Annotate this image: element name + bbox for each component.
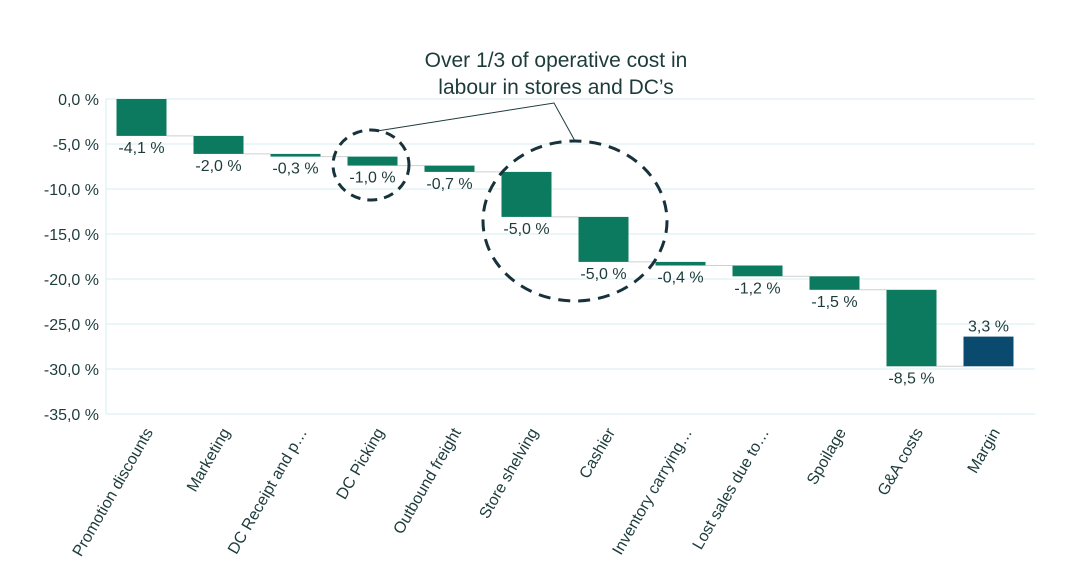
data-label: -5,0 % — [503, 221, 549, 238]
bar — [809, 276, 860, 290]
y-axis-tick-labels: 0,0 % -5,0 % -10,0 % -15,0 % -20,0 % -25,0 % -… — [44, 92, 99, 424]
bar — [886, 289, 937, 367]
bar — [578, 216, 629, 262]
bar — [501, 171, 552, 217]
x-tick-label: Store shelving — [477, 426, 542, 522]
connector-lines — [166, 135, 964, 367]
x-tick-label: Promotion discounts — [70, 426, 157, 560]
y-tick-label: -15,0 % — [44, 227, 99, 244]
bar — [655, 261, 706, 266]
data-label: -5,0 % — [580, 266, 626, 283]
bar — [347, 156, 398, 166]
data-label: -4,1 % — [118, 140, 164, 157]
x-tick-label: Spoilage — [804, 425, 850, 488]
data-label: -0,7 % — [426, 176, 472, 193]
data-label: -0,4 % — [657, 270, 703, 287]
y-tick-label: 0,0 % — [58, 92, 99, 109]
data-label: -2,0 % — [195, 158, 241, 175]
y-tick-label: -30,0 % — [44, 362, 99, 379]
data-label: -1,5 % — [811, 294, 857, 311]
data-label: -1,0 % — [349, 170, 395, 187]
x-tick-label: Lost sales due to… — [690, 426, 773, 553]
highlight-circle-dc-picking — [331, 128, 411, 202]
y-tick-label: -25,0 % — [44, 317, 99, 334]
data-label: 3,3 % — [968, 319, 1009, 336]
bar — [963, 336, 1014, 367]
x-tick-label: Outbound freight — [391, 425, 466, 537]
x-tick-label: Marketing — [184, 426, 234, 495]
gridlines — [106, 98, 1035, 415]
y-tick-label: -20,0 % — [44, 272, 99, 289]
x-tick-label: DC Receipt and p… — [225, 426, 311, 558]
data-label: -0,3 % — [272, 161, 318, 178]
x-tick-label: Inventory carrying… — [610, 426, 696, 558]
annotation: Over 1/3 of operative cost in labour in … — [331, 49, 688, 303]
y-tick-label: -35,0 % — [44, 407, 99, 424]
x-tick-label: G&A costs — [875, 426, 927, 499]
x-tick-label: Cashier — [577, 425, 620, 482]
x-tick-label: DC Picking — [334, 426, 388, 503]
bar — [270, 153, 321, 157]
bar — [732, 265, 783, 277]
data-label: -1,2 % — [734, 280, 780, 297]
data-label: -8,5 % — [888, 370, 934, 387]
annotation-line-1: Over 1/3 of operative cost in — [425, 49, 688, 72]
bars — [116, 99, 1014, 367]
x-tick-label: Margin — [965, 426, 1004, 477]
y-tick-label: -5,0 % — [53, 137, 99, 154]
annotation-line-2: labour in stores and DC’s — [438, 76, 673, 99]
callout-line — [376, 102, 576, 142]
bar — [116, 99, 167, 136]
y-tick-label: -10,0 % — [44, 182, 99, 199]
bar — [193, 135, 244, 154]
data-labels: -4,1 % -2,0 % -0,3 % -1,0 % -0,7 % -5,0 % -5,0… — [118, 140, 1009, 387]
bar — [424, 165, 475, 172]
highlight-circle-store-labour — [481, 139, 669, 303]
